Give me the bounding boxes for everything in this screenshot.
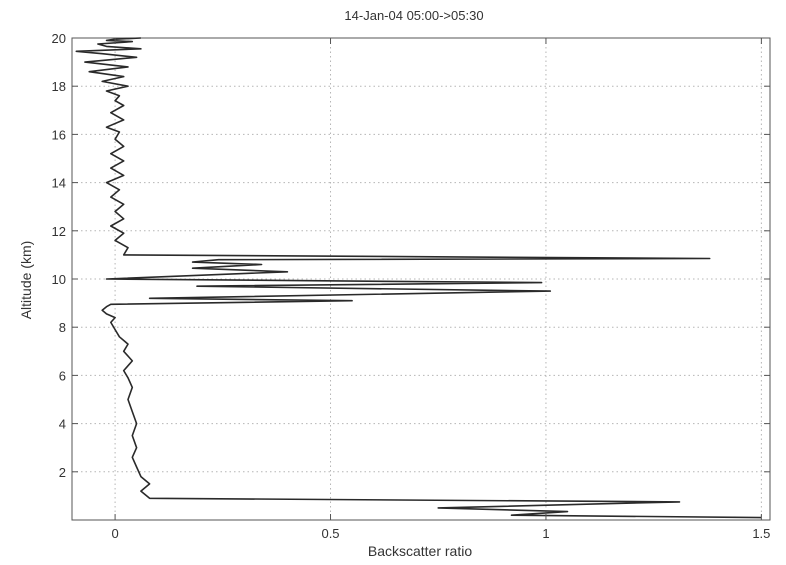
y-tick-label: 10: [52, 272, 66, 287]
x-tick-label: 1.5: [752, 526, 770, 541]
y-tick-label: 12: [52, 224, 66, 239]
y-tick-label: 18: [52, 79, 66, 94]
y-tick-label: 14: [52, 176, 66, 191]
x-tick-label: 0.5: [321, 526, 339, 541]
x-axis-label: Backscatter ratio: [368, 543, 472, 559]
y-tick-label: 16: [52, 127, 66, 142]
y-tick-label: 8: [59, 320, 66, 335]
y-axis-label: Altitude (km): [18, 241, 34, 320]
y-tick-label: 2: [59, 465, 66, 480]
y-axis-ticks: 2 4 6 8 10 12 14 16 18 20: [52, 31, 770, 480]
y-tick-label: 4: [59, 417, 66, 432]
x-axis-ticks: 0 0.5 1 1.5: [111, 38, 770, 541]
y-tick-label: 20: [52, 31, 66, 46]
x-tick-label: 0: [111, 526, 118, 541]
backscatter-profile-line: [75, 37, 762, 519]
y-tick-label: 6: [59, 368, 66, 383]
x-tick-label: 1: [542, 526, 549, 541]
chart-title: 14-Jan-04 05:00->05:30: [344, 8, 483, 23]
